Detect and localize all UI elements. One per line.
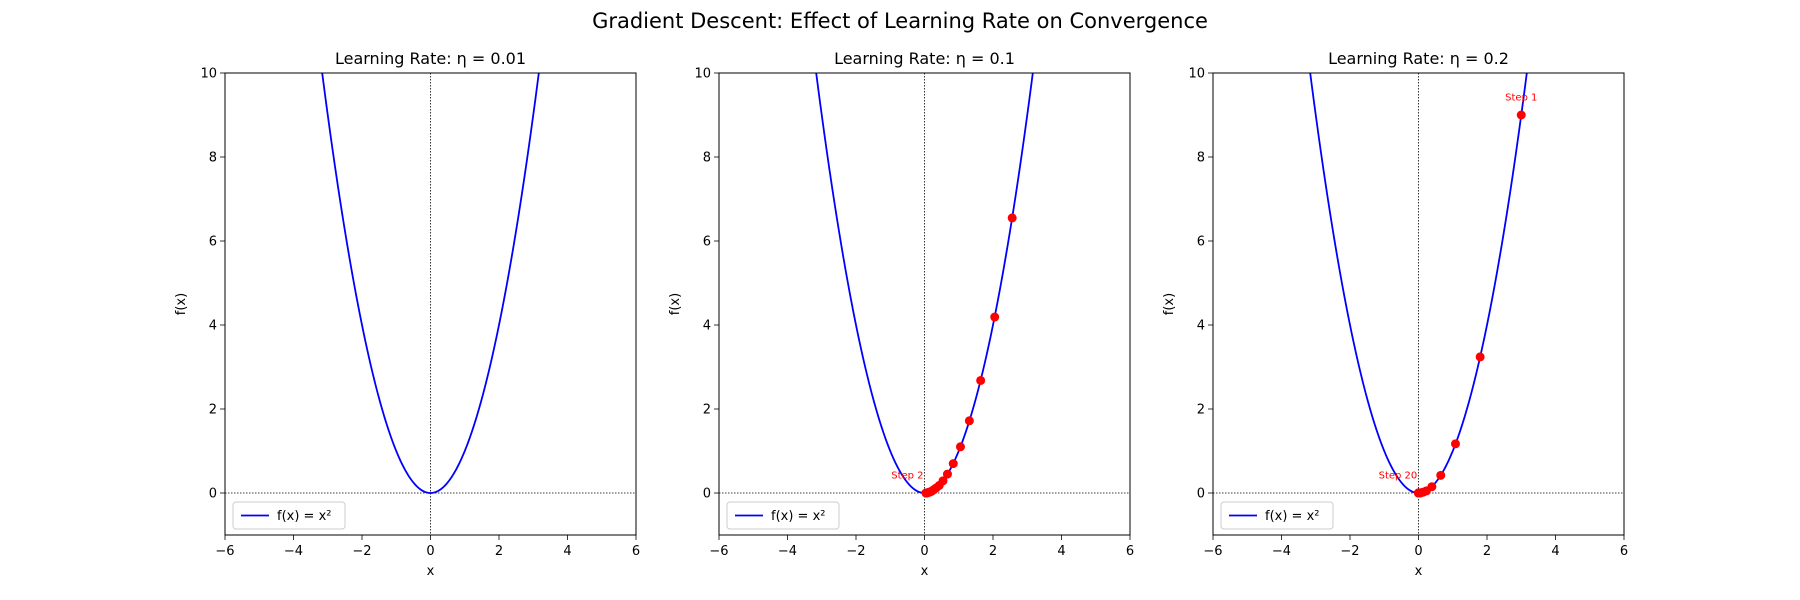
legend-box [1220,501,1334,530]
y-tick-label: 4 [703,319,711,334]
subplot-title: Learning Rate: η = 0.2 [1328,49,1509,68]
y-tick-label: 2 [1197,403,1205,418]
step-annotation: Step 20 [1379,470,1418,481]
x-tick-label: −4 [284,544,303,559]
step-annotation: Step 2 [891,470,923,481]
descent-step-point [1436,470,1446,480]
descent-step-point [990,312,1000,322]
x-tick-label: −2 [1340,544,1359,559]
y-tick-label: 2 [209,403,217,418]
y-tick-label: 4 [1197,319,1205,334]
descent-step-point [921,488,931,498]
step-annotation: Step 1 [1505,92,1537,103]
descent-step-point [942,469,952,479]
x-tick-label: 6 [632,544,640,559]
x-tick-label: 2 [1483,544,1491,559]
x-tick-label: −2 [846,544,865,559]
y-tick-label: 4 [209,319,217,334]
descent-step-point [1007,213,1017,223]
y-tick-label: 0 [209,487,217,502]
y-tick-label: 0 [703,487,711,502]
descent-step-point [964,416,974,426]
subplot-3: Step 1 Step 20 −6 −4 −2 0 2 4 6 0 2 4 6 8 10 Learning R… [1162,49,1628,579]
legend-box [232,501,346,530]
x-tick-label: 2 [495,544,503,559]
x-axis-label: x [921,564,929,579]
y-tick-label: 10 [1188,67,1205,82]
y-axis-label: f(x) [174,293,189,315]
x-tick-label: 0 [1414,544,1422,559]
legend-label: f(x) = x² [1265,509,1319,524]
descent-step-point [1475,352,1485,362]
x-tick-label: −6 [709,544,728,559]
descent-step-point [1516,110,1526,120]
x-tick-label: 0 [426,544,434,559]
descent-step-point [955,442,965,452]
descent-step-point [1414,488,1423,498]
y-axis-label: f(x) [1162,293,1177,315]
y-tick-label: 8 [703,151,711,166]
x-tick-label: −6 [215,544,234,559]
subplot-2: Step 2 −6 −4 −2 0 2 4 6 0 2 4 6 8 10 Learning Rate: η … [668,49,1134,579]
subplot-title: Learning Rate: η = 0.1 [834,49,1015,68]
x-tick-label: 4 [1551,544,1559,559]
x-tick-label: 2 [989,544,997,559]
y-tick-label: 2 [703,403,711,418]
x-tick-label: 0 [920,544,928,559]
figure-title: Gradient Descent: Effect of Learning Rat… [592,9,1208,33]
x-tick-label: 4 [1057,544,1065,559]
x-axis-label: x [427,564,435,579]
y-tick-label: 6 [1197,235,1205,250]
x-tick-label: −2 [352,544,371,559]
y-tick-label: 6 [703,235,711,250]
y-tick-label: 10 [694,67,711,82]
x-tick-label: −4 [1272,544,1291,559]
y-tick-label: 0 [1197,487,1205,502]
subplot-1: −6 −4 −2 0 2 4 6 0 2 4 6 8 10 Learning Rate: η = 0.01… [174,49,640,579]
x-tick-label: 6 [1620,544,1628,559]
y-axis-label: f(x) [668,293,683,315]
descent-step-point [976,375,986,385]
legend-label: f(x) = x² [771,509,825,524]
descent-step-point [1450,439,1460,449]
function-curve [321,73,540,494]
x-tick-label: 6 [1126,544,1134,559]
y-tick-label: 8 [1197,151,1205,166]
x-tick-label: −4 [778,544,797,559]
legend-box [726,501,840,530]
y-tick-label: 8 [209,151,217,166]
descent-step-point [948,459,958,469]
x-tick-label: 4 [563,544,571,559]
x-axis-label: x [1415,564,1423,579]
y-tick-label: 6 [209,235,217,250]
y-tick-label: 10 [200,67,217,82]
legend-label: f(x) = x² [277,509,331,524]
x-tick-label: −6 [1203,544,1222,559]
subplot-title: Learning Rate: η = 0.01 [335,49,526,68]
